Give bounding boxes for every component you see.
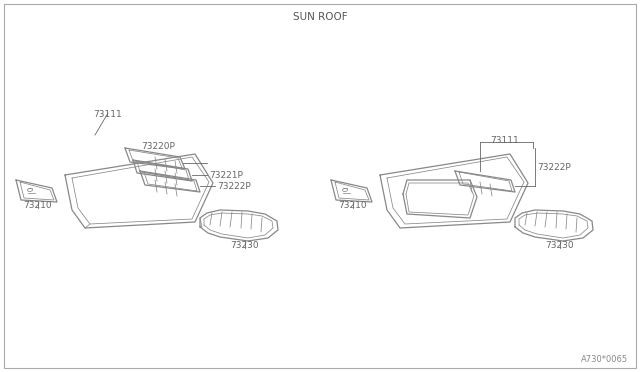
Text: 73222P: 73222P <box>217 182 251 190</box>
Text: 73230: 73230 <box>546 241 574 250</box>
Text: 73220P: 73220P <box>141 142 175 151</box>
Text: 73111: 73111 <box>491 136 520 145</box>
Text: 73230: 73230 <box>230 241 259 250</box>
Text: SUN ROOF: SUN ROOF <box>292 12 348 22</box>
Text: 73221P: 73221P <box>209 170 243 180</box>
Text: 73111: 73111 <box>93 110 122 119</box>
Text: 73210: 73210 <box>24 201 52 210</box>
Text: A730*0065: A730*0065 <box>581 356 628 365</box>
Text: 73222P: 73222P <box>537 163 571 171</box>
Text: 73210: 73210 <box>339 201 367 210</box>
